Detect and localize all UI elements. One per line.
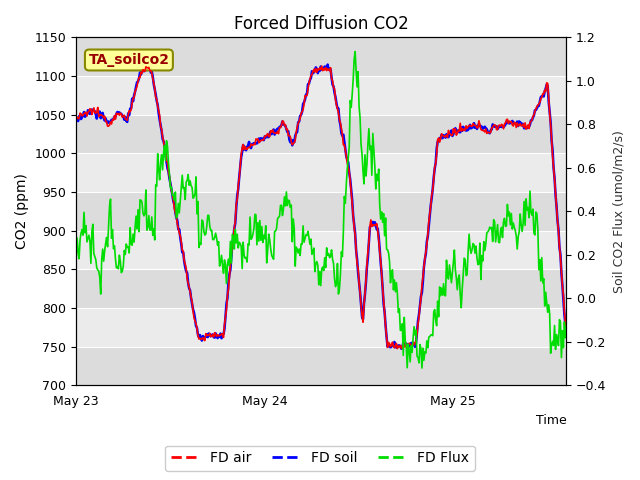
Y-axis label: Soil CO2 Flux (umol/m2/s): Soil CO2 Flux (umol/m2/s)	[612, 130, 625, 293]
Bar	[76, 347, 566, 385]
X-axis label: Time: Time	[536, 414, 566, 427]
Bar	[76, 115, 566, 153]
Legend: FD air, FD soil, FD Flux: FD air, FD soil, FD Flux	[165, 445, 475, 471]
Bar	[76, 153, 566, 192]
Bar	[76, 231, 566, 269]
Bar	[76, 269, 566, 308]
Title: Forced Diffusion CO2: Forced Diffusion CO2	[234, 15, 408, 33]
Y-axis label: CO2 (ppm): CO2 (ppm)	[15, 173, 29, 249]
Bar	[76, 192, 566, 231]
Text: TA_soilco2: TA_soilco2	[88, 53, 170, 67]
Bar	[76, 76, 566, 115]
Bar	[76, 37, 566, 76]
Bar	[76, 308, 566, 347]
